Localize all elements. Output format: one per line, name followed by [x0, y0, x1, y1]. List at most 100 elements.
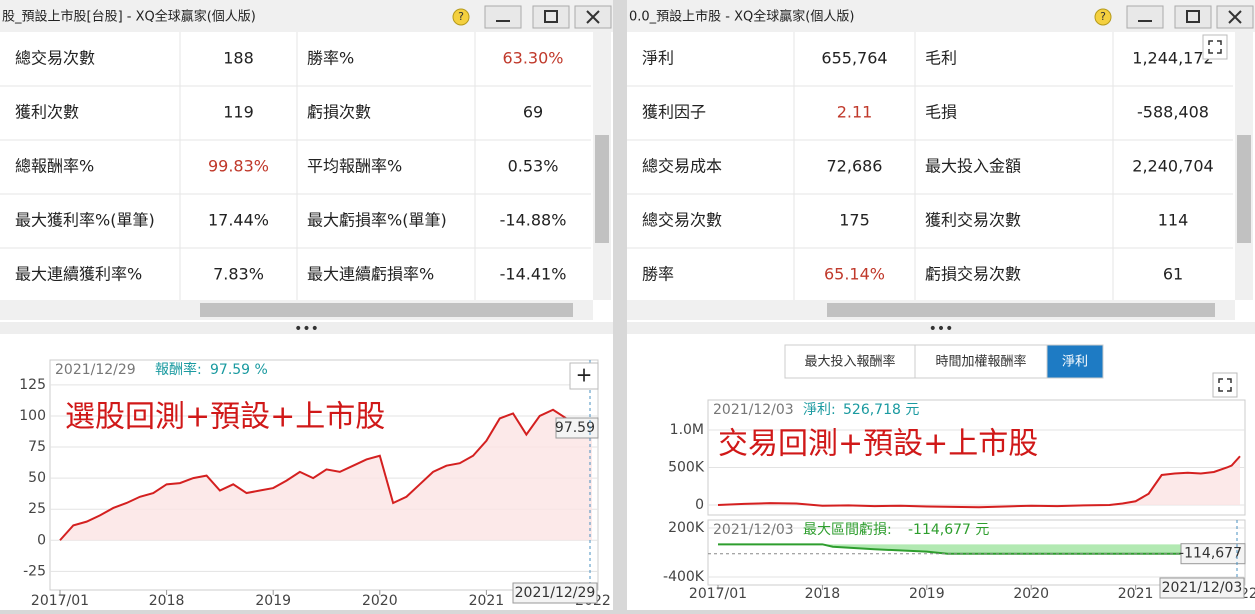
y-tick-label: 75	[28, 439, 46, 455]
cursor-date-box	[1159, 577, 1245, 599]
help-button[interactable]	[452, 8, 470, 26]
splitter	[627, 322, 1255, 334]
cell-value: 1,244,172	[1132, 49, 1213, 68]
y-tick-label: 25	[28, 501, 46, 517]
maximize-icon	[544, 10, 558, 23]
x-tick-label: 2021	[469, 593, 505, 609]
x-tick-label: 2019	[909, 586, 945, 602]
cell-value: 63.30%	[502, 49, 563, 68]
last-label: -114,677	[1179, 546, 1242, 562]
expand-icon	[1208, 40, 1222, 54]
cell-label: 最大連續獲利率%	[15, 265, 142, 284]
cell-value: 0.53%	[508, 157, 559, 176]
x-tick-label: 2017/01	[31, 593, 89, 609]
maximize-button[interactable]	[532, 5, 570, 29]
tab[interactable]	[784, 344, 916, 379]
cell-label: 虧損次數	[307, 103, 371, 122]
cell-value: 17.44%	[208, 211, 269, 230]
area-fill	[60, 409, 592, 541]
series-line	[59, 408, 592, 541]
maximize-button[interactable]	[1174, 5, 1212, 29]
window-gap	[613, 0, 627, 610]
window-title: 0.0_預設上市股 - XQ全球贏家(個人版)	[629, 9, 854, 25]
cell-value: 114	[1158, 211, 1189, 230]
cell-label: 勝率%	[307, 49, 354, 68]
y-tick-label: 125	[19, 377, 46, 393]
cell-label: 最大投入金額	[925, 157, 1021, 176]
cell-value: -14.88%	[500, 211, 567, 230]
metric-value: 526,718 元	[843, 402, 919, 418]
x-tick-label: 2018	[805, 586, 841, 602]
splitter-dots: •••	[929, 321, 954, 337]
expand-button[interactable]	[1212, 372, 1238, 398]
cell-value: 61	[1163, 265, 1183, 284]
expand-button[interactable]	[1202, 34, 1228, 60]
y-tick-label: 500K	[668, 460, 705, 476]
tab-label: 淨利	[1062, 355, 1088, 370]
series-line	[717, 455, 1241, 509]
metric-label: 淨利:	[803, 402, 836, 418]
cell-value: 119	[223, 103, 254, 122]
cell-value: 65.14%	[824, 265, 885, 284]
cell-value: 69	[523, 103, 543, 122]
series-line	[718, 543, 1240, 555]
last-label: 97.59	[555, 420, 595, 436]
y-tick-label: 0	[695, 497, 704, 513]
zoom-button[interactable]	[569, 362, 599, 390]
splitter-dots: •••	[294, 321, 319, 337]
y-tick-label: 0	[37, 532, 46, 548]
cell-label: 總交易次數	[642, 211, 722, 230]
expand-icon	[1218, 378, 1232, 392]
chart-date: 2021/12/03	[713, 402, 794, 418]
cell-label: 獲利交易次數	[925, 211, 1021, 230]
cell-label: 平均報酬率%	[307, 157, 402, 176]
chart-date: 2021/12/29	[55, 362, 136, 378]
cell-label: 最大虧損率%(單筆)	[307, 211, 447, 230]
help-button[interactable]	[1094, 8, 1112, 26]
cell-label: 最大連續虧損率%	[307, 265, 434, 284]
cell-value: 655,764	[821, 49, 887, 68]
cursor-date: 2021/12/29	[515, 585, 596, 601]
tab[interactable]	[914, 344, 1048, 379]
cell-value: 99.83%	[208, 157, 269, 176]
cursor-date: 2021/12/03	[1162, 580, 1243, 596]
help-icon: ?	[1100, 10, 1106, 23]
tab[interactable]	[1046, 344, 1104, 379]
cell-label: 總交易成本	[642, 157, 722, 176]
v-scroll-thumb[interactable]	[1237, 135, 1251, 243]
cell-label: 勝率	[642, 265, 674, 284]
cursor-date-box	[512, 582, 598, 604]
cell-label: 最大獲利率%(單筆)	[15, 211, 155, 230]
minimize-button[interactable]	[1126, 5, 1164, 29]
cell-label: 毛利	[925, 49, 957, 68]
h-scroll-thumb[interactable]	[200, 303, 573, 317]
v-scroll-thumb[interactable]	[595, 135, 609, 243]
cell-label: 淨利	[642, 49, 674, 68]
cell-value: -14.41%	[500, 265, 567, 284]
cell-value: -588,408	[1137, 103, 1209, 122]
close-icon	[1228, 10, 1242, 24]
area-fill	[718, 544, 1240, 554]
x-tick-label: 2020	[362, 593, 398, 609]
cell-value: 72,686	[827, 157, 883, 176]
metric-label: 最大區間虧損:	[803, 522, 892, 538]
y-tick-label: 1.0M	[670, 422, 704, 438]
chart-date: 2021/12/03	[713, 522, 794, 538]
y-tick-label: -400K	[663, 569, 705, 585]
cell-label: 總交易次數	[15, 49, 95, 68]
metric-value: -114,677 元	[908, 522, 989, 538]
minimize-button[interactable]	[484, 5, 522, 29]
cell-label: 總報酬率%	[15, 157, 94, 176]
area-fill	[718, 456, 1240, 508]
x-tick-label: 2019	[255, 593, 291, 609]
h-scroll-thumb[interactable]	[827, 303, 1215, 317]
metric-value: 97.59 %	[210, 362, 268, 378]
annotation: 選股回測+預設+上市股	[65, 400, 385, 435]
x-tick-label: 2018	[149, 593, 185, 609]
cell-label: 虧損交易次數	[925, 265, 1021, 284]
y-tick-label: 50	[28, 470, 46, 486]
x-tick-label: 2020	[1013, 586, 1049, 602]
y-tick-label: -25	[23, 563, 46, 579]
